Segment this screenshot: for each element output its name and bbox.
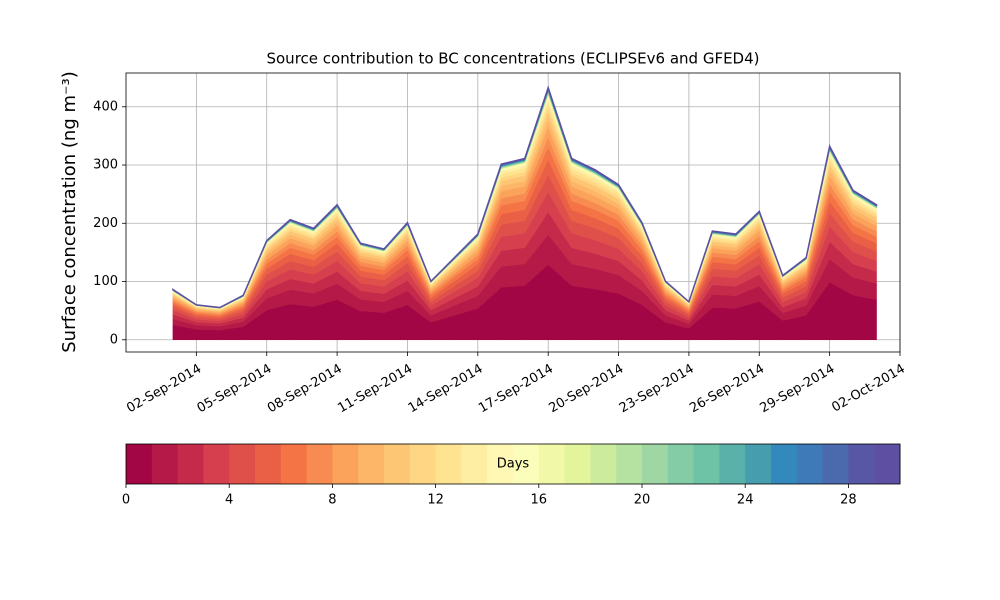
colorbar-label: Days <box>497 457 530 472</box>
plot-area <box>126 73 901 352</box>
colorbar-cell <box>616 444 643 484</box>
colorbar-cell <box>796 444 824 484</box>
colorbar-tick-label: 8 <box>328 493 336 508</box>
colorbar-cell <box>229 444 256 484</box>
colorbar-frame <box>125 443 901 485</box>
colorbar-cell <box>203 444 230 484</box>
colorbar-cell <box>848 444 875 484</box>
colorbar-cell <box>719 444 746 484</box>
colorbar-cell <box>280 444 308 484</box>
y-tick-label: 300 <box>93 158 118 173</box>
colorbar-tick-label: 16 <box>531 493 548 508</box>
colorbar-cell <box>461 444 488 484</box>
colorbar-cell <box>771 444 798 484</box>
y-axis-label: Surface concentration (ng m⁻³) <box>59 71 80 353</box>
colorbar-cell <box>177 444 204 484</box>
colorbar-cell <box>255 444 282 484</box>
y-tick-label: 0 <box>110 332 118 347</box>
colorbar-cell <box>590 444 617 484</box>
colorbar-cell <box>564 444 591 484</box>
colorbar-cell <box>667 444 695 484</box>
colorbar-tick-label: 28 <box>840 493 857 508</box>
y-tick-label: 400 <box>93 99 118 114</box>
colorbar-cell <box>384 444 411 484</box>
area-layer <box>172 85 878 309</box>
chart-title: Source contribution to BC concentrations… <box>266 50 759 68</box>
colorbar-cell <box>487 444 514 484</box>
colorbar-cell <box>513 444 540 484</box>
colorbar-cell <box>126 444 153 484</box>
colorbar-tick-label: 0 <box>122 493 130 508</box>
colorbar-cell <box>435 444 462 484</box>
colorbar-cell <box>306 444 333 484</box>
colorbar-cell <box>822 444 849 484</box>
colorbar-cell <box>745 444 772 484</box>
y-tick-label: 200 <box>93 216 118 231</box>
colorbar-cell <box>358 444 385 484</box>
colorbar-tick-label: 12 <box>427 493 444 508</box>
colorbar-cell <box>874 444 901 484</box>
colorbar-tick-label: 20 <box>634 493 651 508</box>
colorbar-tick-label: 4 <box>225 493 233 508</box>
colorbar-cell <box>538 444 566 484</box>
colorbar-cell <box>642 444 669 484</box>
axes-frame <box>125 72 901 353</box>
colorbar-cell <box>332 444 359 484</box>
colorbar-cell <box>693 444 720 484</box>
colorbar-cell <box>151 444 179 484</box>
y-tick-label: 100 <box>93 274 118 289</box>
colorbar-cell <box>409 444 437 484</box>
colorbar-tick-label: 24 <box>737 493 754 508</box>
